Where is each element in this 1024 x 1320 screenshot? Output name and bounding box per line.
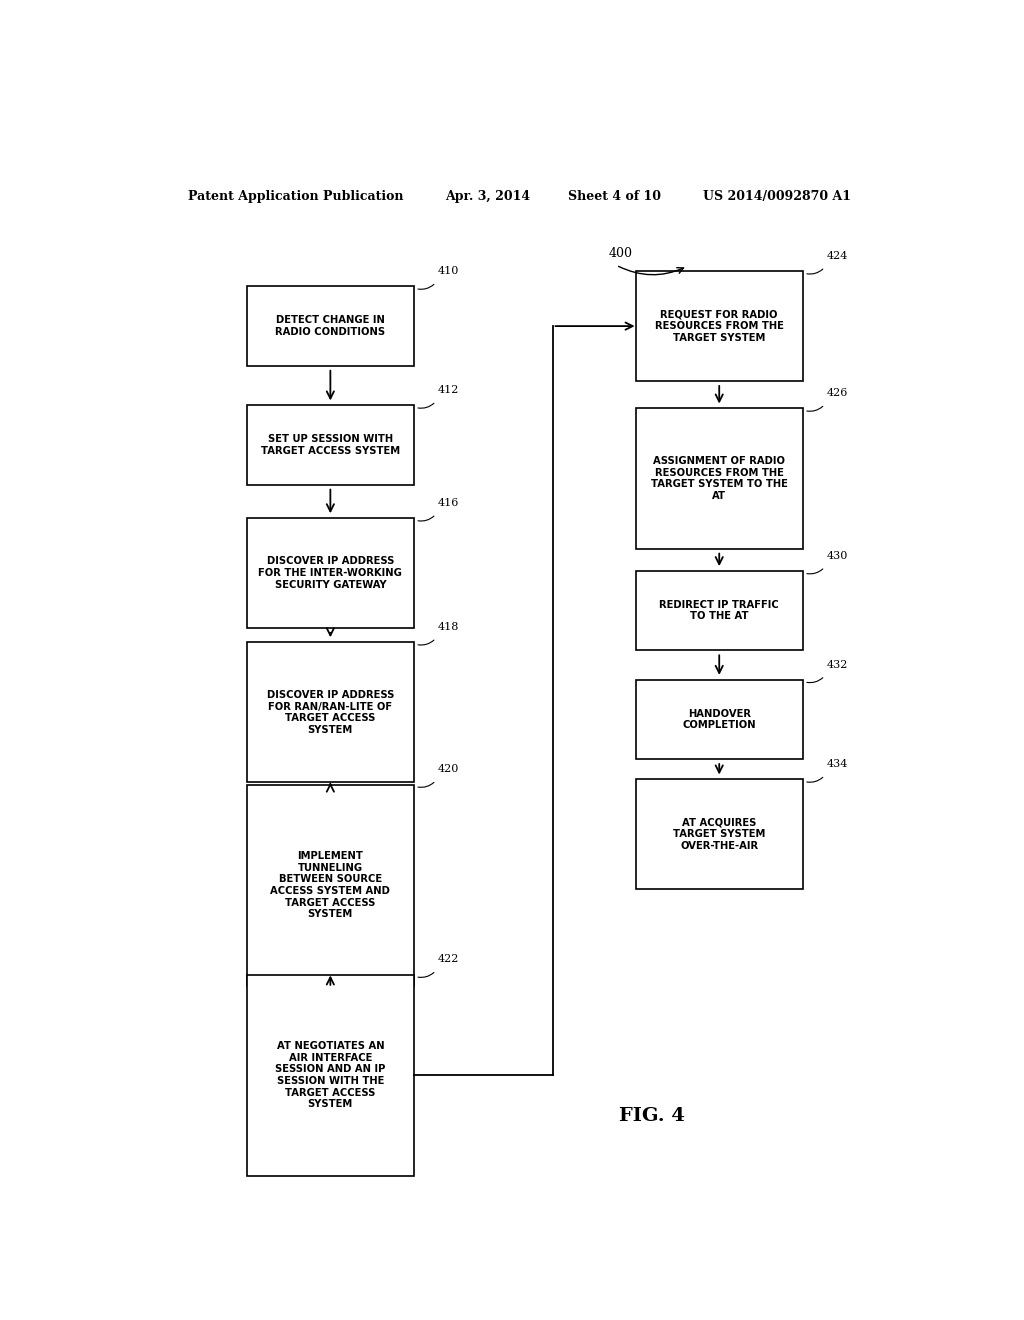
Text: 422: 422 [437, 954, 459, 965]
FancyBboxPatch shape [247, 974, 414, 1176]
Text: DISCOVER IP ADDRESS
FOR RAN/RAN-LITE OF
TARGET ACCESS
SYSTEM: DISCOVER IP ADDRESS FOR RAN/RAN-LITE OF … [266, 690, 394, 735]
FancyBboxPatch shape [636, 408, 803, 549]
Text: HANDOVER
COMPLETION: HANDOVER COMPLETION [682, 709, 756, 730]
Text: FIG. 4: FIG. 4 [618, 1107, 685, 1125]
Text: Patent Application Publication: Patent Application Publication [187, 190, 403, 202]
FancyBboxPatch shape [636, 572, 803, 651]
Text: AT ACQUIRES
TARGET SYSTEM
OVER-THE-AIR: AT ACQUIRES TARGET SYSTEM OVER-THE-AIR [673, 817, 765, 851]
Text: 424: 424 [826, 251, 848, 261]
Text: DISCOVER IP ADDRESS
FOR THE INTER-WORKING
SECURITY GATEWAY: DISCOVER IP ADDRESS FOR THE INTER-WORKIN… [258, 557, 402, 590]
FancyBboxPatch shape [636, 680, 803, 759]
FancyBboxPatch shape [247, 286, 414, 366]
FancyBboxPatch shape [247, 405, 414, 484]
Text: REQUEST FOR RADIO
RESOURCES FROM THE
TARGET SYSTEM: REQUEST FOR RADIO RESOURCES FROM THE TAR… [654, 309, 783, 343]
Text: REDIRECT IP TRAFFIC
TO THE AT: REDIRECT IP TRAFFIC TO THE AT [659, 599, 779, 622]
Text: US 2014/0092870 A1: US 2014/0092870 A1 [703, 190, 851, 202]
Text: IMPLEMENT
TUNNELING
BETWEEN SOURCE
ACCESS SYSTEM AND
TARGET ACCESS
SYSTEM: IMPLEMENT TUNNELING BETWEEN SOURCE ACCES… [270, 851, 390, 919]
Text: 418: 418 [437, 622, 459, 632]
Text: Apr. 3, 2014: Apr. 3, 2014 [445, 190, 530, 202]
Text: 412: 412 [437, 385, 459, 395]
Text: 432: 432 [826, 660, 848, 669]
Text: SET UP SESSION WITH
TARGET ACCESS SYSTEM: SET UP SESSION WITH TARGET ACCESS SYSTEM [261, 434, 400, 455]
Text: 426: 426 [826, 388, 848, 399]
FancyBboxPatch shape [247, 519, 414, 628]
FancyBboxPatch shape [636, 779, 803, 890]
FancyBboxPatch shape [636, 271, 803, 381]
Text: 420: 420 [437, 764, 459, 775]
FancyBboxPatch shape [247, 784, 414, 986]
Text: ASSIGNMENT OF RADIO
RESOURCES FROM THE
TARGET SYSTEM TO THE
AT: ASSIGNMENT OF RADIO RESOURCES FROM THE T… [651, 457, 787, 502]
Text: 410: 410 [437, 267, 459, 276]
Text: Sheet 4 of 10: Sheet 4 of 10 [568, 190, 662, 202]
Text: 434: 434 [826, 759, 848, 770]
Text: 416: 416 [437, 498, 459, 508]
Text: 400: 400 [608, 247, 632, 260]
FancyBboxPatch shape [247, 643, 414, 783]
Text: DETECT CHANGE IN
RADIO CONDITIONS: DETECT CHANGE IN RADIO CONDITIONS [275, 315, 385, 337]
Text: AT NEGOTIATES AN
AIR INTERFACE
SESSION AND AN IP
SESSION WITH THE
TARGET ACCESS
: AT NEGOTIATES AN AIR INTERFACE SESSION A… [275, 1041, 386, 1109]
Text: 430: 430 [826, 550, 848, 561]
